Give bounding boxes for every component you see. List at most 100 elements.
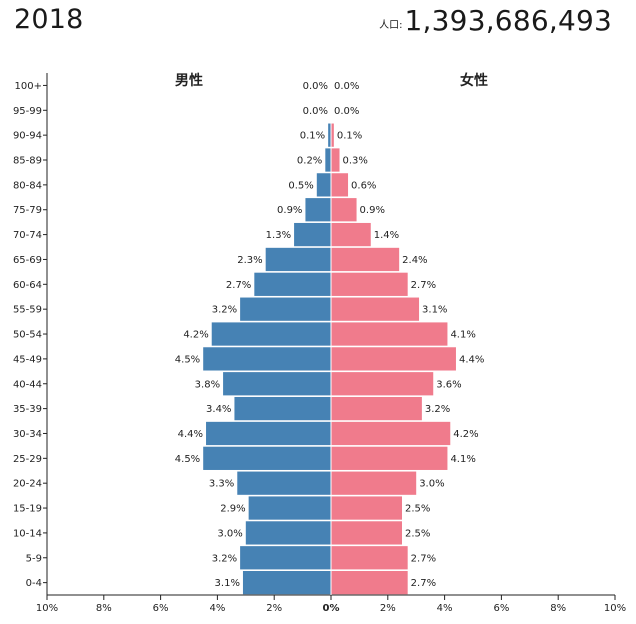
year-label: 2018: [14, 4, 84, 35]
female-bar: [331, 222, 371, 247]
female-value-label: 3.6%: [436, 379, 461, 390]
male-bar: [265, 247, 331, 272]
male-value-label: 2.3%: [237, 255, 262, 266]
male-value-label: 0.1%: [300, 131, 325, 142]
x-tick-label: 6%: [153, 603, 169, 614]
female-bar: [331, 247, 400, 272]
female-bar: [331, 347, 456, 371]
female-value-label: 0.0%: [334, 81, 359, 92]
female-value-label: 2.7%: [411, 280, 436, 291]
male-value-label: 2.7%: [226, 280, 251, 291]
female-value-label: 3.1%: [422, 305, 447, 316]
population-label: 人口:: [379, 20, 403, 31]
age-group-label: 55-59: [13, 305, 42, 316]
male-value-label: 3.2%: [212, 305, 237, 316]
male-bar: [206, 421, 331, 446]
age-group-label: 20-24: [13, 479, 42, 490]
axes-group: 100+ 95-99 90-94 85-89 80-84 75-79 70-74 65-69 6…: [13, 73, 626, 614]
female-value-label: 0.6%: [351, 180, 376, 191]
male-value-label: 4.2%: [183, 330, 208, 341]
x-tick-label: 2%: [266, 603, 282, 614]
female-bar: [331, 521, 402, 545]
female-bar: [331, 322, 448, 346]
age-group-label: 60-64: [13, 280, 42, 291]
female-bar: [331, 297, 420, 321]
female-value-label: 3.0%: [419, 479, 444, 490]
male-value-label: 3.8%: [195, 379, 220, 390]
male-bar: [328, 123, 331, 147]
female-value-label: 2.4%: [402, 255, 427, 266]
male-bar: [203, 347, 331, 371]
male-value-label: 2.9%: [220, 504, 245, 515]
male-value-label: 1.3%: [266, 230, 291, 241]
age-group-label: 90-94: [13, 131, 42, 142]
female-bar: [331, 421, 451, 446]
x-tick-label: 10%: [36, 603, 58, 614]
male-value-label: 0.5%: [288, 180, 313, 191]
age-group-label: 75-79: [13, 205, 42, 216]
female-bar: [331, 496, 402, 520]
female-value-label: 2.5%: [405, 504, 430, 515]
female-bar: [331, 546, 408, 570]
female-bar: [331, 173, 349, 197]
male-value-label: 0.9%: [277, 205, 302, 216]
male-value-label: 3.2%: [212, 553, 237, 564]
female-bar: [331, 396, 422, 421]
female-value-label: 0.1%: [337, 131, 362, 142]
male-value-label: 4.4%: [178, 429, 203, 440]
male-value-label: 3.3%: [209, 479, 234, 490]
age-group-label: 70-74: [13, 230, 42, 241]
female-value-label: 2.7%: [411, 578, 436, 589]
male-bar: [203, 446, 331, 470]
population-value: 1,393,686,493: [404, 4, 612, 37]
male-bar: [294, 222, 331, 247]
bars-group: [203, 123, 456, 595]
x-tick-label: 0%: [323, 603, 340, 614]
male-bar: [211, 322, 331, 346]
female-value-label: 4.4%: [459, 354, 484, 365]
age-group-label: 65-69: [13, 255, 42, 266]
female-value-label: 2.7%: [411, 553, 436, 564]
x-tick-label: 8%: [550, 603, 566, 614]
age-group-label: 100+: [15, 81, 42, 92]
male-bar: [254, 272, 331, 296]
x-tick-label: 8%: [96, 603, 112, 614]
value-labels-group: 0.0% 0.0% 0.0% 0.0% 0.1% 0.1% 0.2% 0.3% 0.5% 0.6%…: [175, 81, 485, 589]
female-title: 女性: [460, 72, 488, 89]
male-title: 男性: [175, 72, 203, 89]
female-value-label: 4.1%: [450, 454, 475, 465]
population-display: 人口:1,393,686,493: [379, 4, 612, 37]
age-group-label: 30-34: [13, 429, 42, 440]
x-tick-label: 2%: [380, 603, 396, 614]
male-value-label: 4.5%: [175, 354, 200, 365]
female-bar: [331, 471, 417, 495]
age-group-label: 80-84: [13, 180, 42, 191]
male-bar: [234, 396, 331, 421]
male-value-label: 3.4%: [206, 404, 231, 415]
age-group-label: 0-4: [26, 578, 42, 589]
male-bar: [325, 148, 331, 172]
male-bar: [245, 521, 331, 545]
x-tick-label: 6%: [493, 603, 509, 614]
age-group-label: 10-14: [13, 528, 42, 539]
female-value-label: 2.5%: [405, 528, 430, 539]
age-group-label: 50-54: [13, 330, 42, 341]
female-value-label: 3.2%: [425, 404, 450, 415]
x-tick-label: 10%: [604, 603, 626, 614]
x-tick-label: 4%: [209, 603, 225, 614]
female-bar: [331, 148, 340, 172]
male-bar: [223, 372, 331, 396]
age-group-label: 45-49: [13, 354, 42, 365]
male-value-label: 0.0%: [303, 81, 328, 92]
male-bar: [240, 297, 331, 321]
x-tick-label: 4%: [437, 603, 453, 614]
age-group-label: 15-19: [13, 504, 42, 515]
age-group-label: 85-89: [13, 156, 42, 167]
female-bar: [331, 571, 408, 595]
age-group-label: 40-44: [13, 379, 42, 390]
age-group-label: 95-99: [13, 106, 42, 117]
male-bar: [305, 198, 331, 222]
female-value-label: 0.0%: [334, 106, 359, 117]
male-bar: [242, 571, 331, 595]
